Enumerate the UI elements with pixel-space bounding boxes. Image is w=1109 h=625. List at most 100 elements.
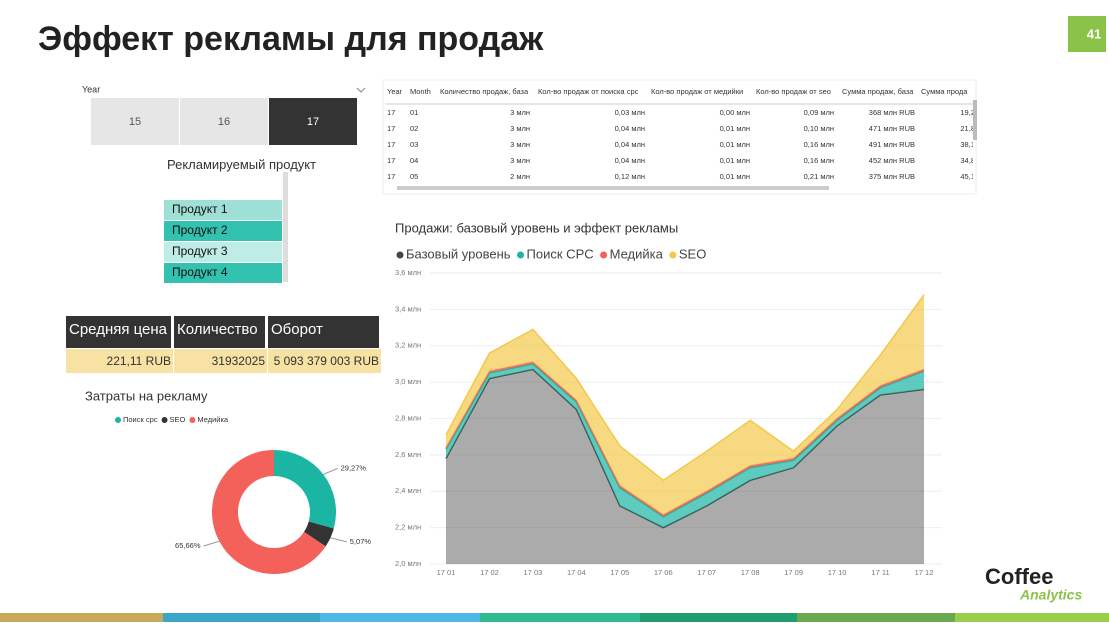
slicer-item[interactable]: Продукт 2 <box>164 221 282 241</box>
table-cell: 2 млн <box>510 172 530 181</box>
table-cell: 0,03 млн <box>615 108 645 117</box>
card-value-bg <box>66 349 173 373</box>
table-header: Кол-во продаж от seo <box>756 87 831 96</box>
table-cell: 05 <box>410 172 418 181</box>
table-cell: 17 <box>387 108 395 117</box>
slicer-item[interactable]: Продукт 3 <box>164 242 282 262</box>
table-header: Количество продаж, база <box>440 87 529 96</box>
table-cell: 0,16 млн <box>804 156 834 165</box>
slicer-item-label: Продукт 2 <box>172 223 228 237</box>
slicer-tile <box>269 98 357 145</box>
slicer-option[interactable]: 17 <box>269 98 357 145</box>
donut-slice <box>274 450 336 529</box>
slicer-option-label: 15 <box>129 116 141 128</box>
table-cell: 3 млн <box>510 108 530 117</box>
slicer-label: Year <box>82 84 100 94</box>
logo-name: Coffee <box>985 564 1053 589</box>
legend-label: Поиск срс <box>123 415 158 424</box>
slide-number-badge <box>1068 16 1106 52</box>
y-tick-label: 2,2 млн <box>395 523 421 532</box>
table-cell: 0,01 млн <box>720 156 750 165</box>
legend-label: Поиск CPC <box>527 246 594 261</box>
table-cell: 21,8 <box>960 124 975 133</box>
table-cell: 3 млн <box>510 140 530 149</box>
y-tick-label: 2,0 млн <box>395 559 421 568</box>
footer-strip <box>955 613 1109 622</box>
table-cell: 3 млн <box>510 156 530 165</box>
table-cell: 452 млн RUB <box>869 156 915 165</box>
table-cell: 0,16 млн <box>804 140 834 149</box>
table-cell: 02 <box>410 124 418 133</box>
x-tick-label: 17 05 <box>610 568 629 577</box>
table-cell: 17 <box>387 156 395 165</box>
table-cell: 368 млн RUB <box>869 108 915 117</box>
table-cell: 38,1 <box>960 140 975 149</box>
slide-title: Эффект рекламы для продаж <box>38 20 544 58</box>
footer-strip <box>640 613 797 622</box>
y-tick-label: 2,4 млн <box>395 486 421 495</box>
table-cell: 0,04 млн <box>615 140 645 149</box>
table-header: Сумма продаж, база <box>842 87 914 96</box>
chart-title: Продажи: базовый уровень и эффект реклам… <box>395 220 678 235</box>
x-tick-label: 17 04 <box>567 568 586 577</box>
data-label: 29,27% <box>341 463 367 472</box>
data-label: 65,66% <box>175 541 201 550</box>
slicer-item[interactable]: Продукт 4 <box>164 263 282 283</box>
legend-marker <box>600 251 608 259</box>
table-cell: 491 млн RUB <box>869 140 915 149</box>
card-header-bg <box>66 316 171 348</box>
footer-strip <box>0 613 163 622</box>
table-cell: 0,01 млн <box>720 172 750 181</box>
y-tick-label: 2,8 млн <box>395 413 421 422</box>
slicer-item-label: Продукт 4 <box>172 265 228 279</box>
slicer-option[interactable]: 15 <box>91 98 179 145</box>
table-frame <box>382 79 977 195</box>
slicer-label-text: Рекламируемый продукт <box>167 157 316 172</box>
card-value-bg <box>268 349 381 373</box>
area <box>446 369 924 564</box>
table: Year Month Количество продаж, база Кол-во п… <box>385 87 975 181</box>
x-tick-label: 17 06 <box>654 568 673 577</box>
x-tick-label: 17 03 <box>524 568 543 577</box>
table-cell: 01 <box>410 108 418 117</box>
card-value: 31932025 <box>212 354 266 368</box>
table-cell: 45,1 <box>960 172 975 181</box>
table-cell: 0,01 млн <box>720 140 750 149</box>
slicer-item-bg <box>164 242 282 262</box>
table-cell: 0,00 млн <box>720 108 750 117</box>
y-tick-label: 3,2 млн <box>395 341 421 350</box>
slicer-item-bg <box>164 263 282 283</box>
x-tick-label: 17 10 <box>828 568 847 577</box>
slicer-item[interactable]: Продукт 1 <box>164 200 282 220</box>
scrollbar <box>283 172 288 282</box>
leader-line <box>330 537 347 543</box>
table-header: Сумма прода <box>921 87 968 96</box>
slicer-option[interactable]: 16 <box>180 98 268 145</box>
slicer-option-label: 17 <box>307 116 319 128</box>
leader-line <box>203 540 220 547</box>
donut-slice <box>212 450 326 574</box>
table-cell: 04 <box>410 156 418 165</box>
legend-marker <box>517 251 525 259</box>
table-cell: 17 <box>387 140 395 149</box>
slicer-option-label: 16 <box>218 116 230 128</box>
slicer-label: Рекламируемый продукт <box>167 157 316 172</box>
data-label: 5,07% <box>350 537 372 546</box>
card-header-bg <box>174 316 265 348</box>
table-cell: 375 млн RUB <box>869 172 915 181</box>
table-header: Кол-во продаж от поиска срс <box>538 87 639 96</box>
card-header: Количество <box>177 321 258 338</box>
x-tick-label: 17 11 <box>871 568 889 577</box>
x-tick-label: 17 02 <box>480 568 499 577</box>
table-header: Year <box>387 87 403 96</box>
table-header: Month <box>410 87 431 96</box>
scrollbar <box>397 186 829 190</box>
table-cell: 19,2 <box>960 108 975 117</box>
table-cell: 0,04 млн <box>615 124 645 133</box>
slicer-item-bg <box>164 221 282 241</box>
legend-marker <box>115 417 121 423</box>
chart-title: Затраты на рекламу <box>85 388 208 403</box>
y-tick-label: 3,0 млн <box>395 377 421 386</box>
card-header-bg <box>268 316 379 348</box>
